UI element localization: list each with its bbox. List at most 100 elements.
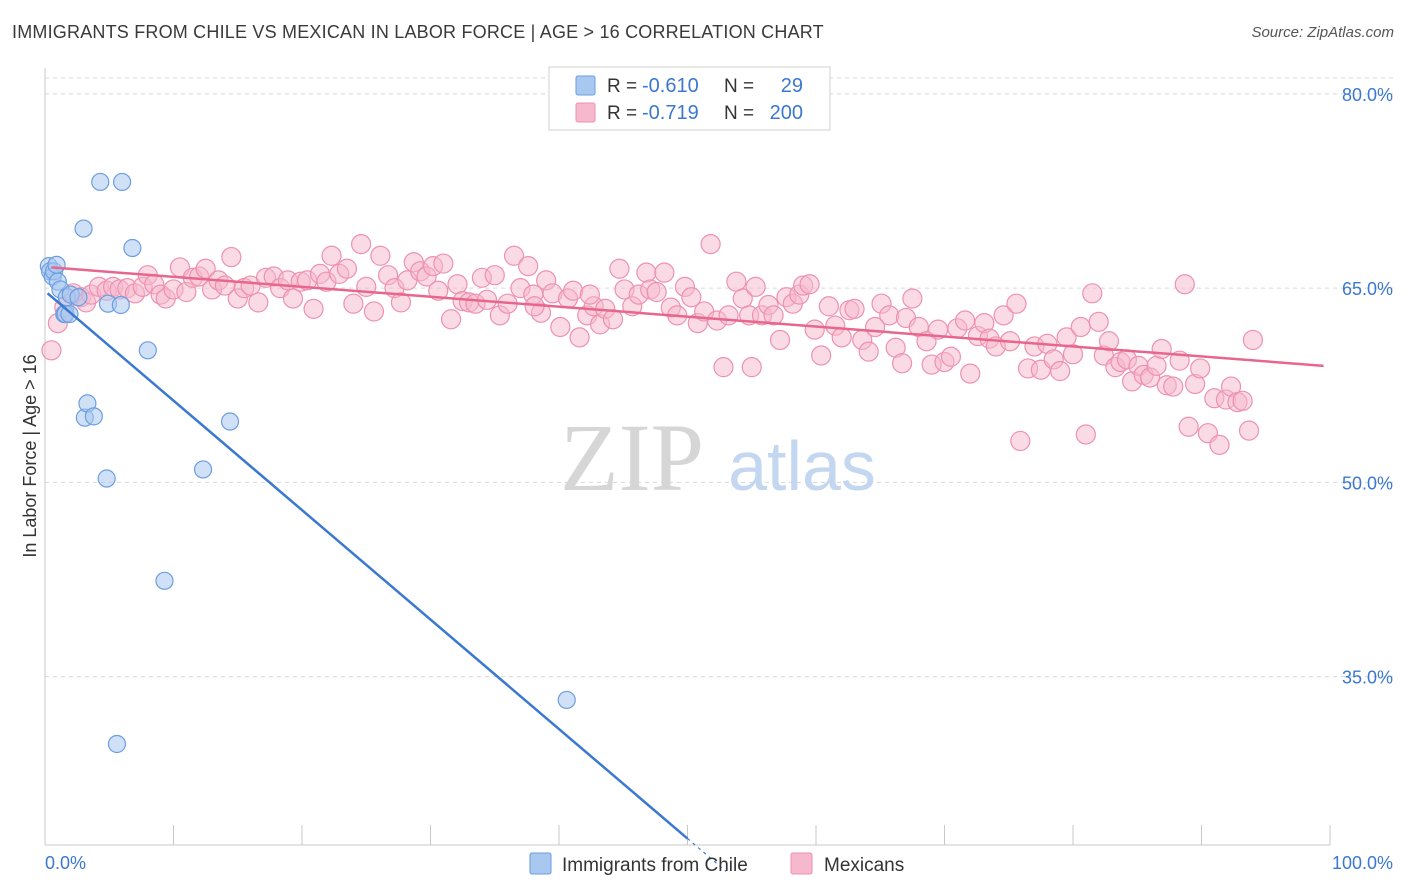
legend-r-value-2: -0.719	[642, 102, 699, 124]
mexicans-point	[844, 298, 865, 319]
chile-point	[155, 571, 174, 590]
mexicans-point	[879, 305, 900, 326]
mexicans-point	[1006, 293, 1027, 314]
mexicans-point	[1082, 283, 1103, 304]
legend-r-label-2: R =	[607, 103, 637, 124]
mexicans-point	[428, 280, 449, 301]
mexicans-point	[954, 310, 976, 331]
chile-point	[91, 172, 110, 192]
chile-point	[107, 734, 127, 754]
mexicans-point	[343, 293, 364, 314]
mexicans-point	[41, 340, 62, 361]
mexicans-trend-line	[51, 266, 1324, 368]
mexicans-point	[1190, 358, 1211, 379]
mexicans-point	[550, 316, 571, 338]
axes	[44, 68, 1331, 846]
chile-point	[123, 238, 142, 258]
mexicans-point	[1209, 434, 1230, 455]
mexicans-point	[769, 329, 791, 351]
y-tick-label: 80.0%	[1342, 85, 1393, 105]
mexicans-point	[1088, 311, 1109, 332]
mexicans-point	[563, 280, 584, 301]
legend-n-value-1: 29	[781, 75, 803, 97]
mexicans-point	[1238, 420, 1260, 441]
mexicans-point	[351, 234, 372, 255]
watermark: ZIP atlas	[560, 404, 876, 511]
chile-point	[69, 288, 88, 307]
mexicans-point	[745, 276, 766, 297]
legend-chile-label: Immigrants from Chile	[562, 855, 748, 876]
legend-mexicans-swatch	[790, 852, 813, 875]
chile-point	[97, 469, 116, 488]
mexicans-point	[370, 245, 391, 266]
mexicans-point	[831, 327, 852, 348]
legend-r-label-1: R =	[607, 76, 637, 97]
mexicans-point	[858, 341, 879, 362]
chart-title: IMMIGRANTS FROM CHILE VS MEXICAN IN LABO…	[12, 22, 824, 42]
mexicans-point	[1232, 390, 1253, 411]
legend-blue-swatch	[575, 75, 596, 96]
x-tick-label-end: 100.0%	[1332, 853, 1393, 873]
legend-stats: R = -0.610 N = 29 R = -0.719 N = 200	[548, 66, 831, 131]
mexicans-point	[1174, 274, 1195, 295]
mexicans-point	[654, 262, 675, 283]
source-credit: Source: ZipAtlas.com	[1251, 24, 1394, 41]
mexicans-point	[811, 345, 832, 366]
legend-stats-box	[548, 66, 831, 131]
mexicans-point	[993, 305, 1014, 326]
mexicans-point	[1151, 338, 1172, 360]
mexicans-point	[646, 281, 667, 303]
mexicans-point	[713, 357, 734, 378]
mexicans-point	[726, 271, 747, 292]
mexicans-point	[1163, 376, 1184, 397]
mexicans-point	[447, 274, 468, 295]
mexicans-point	[1146, 355, 1167, 376]
legend-n-label-2: N =	[724, 103, 754, 124]
mexicans-point	[1050, 360, 1071, 382]
chile-trend-extension	[687, 838, 727, 872]
legend-pink-swatch	[575, 102, 596, 123]
mexicans-point	[1075, 424, 1096, 445]
mexicans-point	[1010, 430, 1031, 452]
mexicans-point	[804, 319, 825, 340]
mexicans-point	[282, 288, 304, 309]
series-chile-points	[39, 172, 576, 754]
mexicans-point	[940, 346, 962, 367]
chile-point	[47, 255, 66, 274]
mexicans-point	[763, 305, 784, 326]
series-mexicans-points	[41, 234, 1264, 455]
mexicans-point	[336, 258, 358, 279]
chile-point	[138, 341, 157, 360]
mexicans-point	[440, 309, 462, 330]
legend-n-label-1: N =	[724, 76, 754, 97]
chile-point	[557, 690, 576, 710]
watermark-zip: ZIP	[560, 404, 704, 511]
legend-r-value-1: -0.610	[642, 75, 699, 97]
mexicans-point	[799, 274, 820, 295]
mexicans-point	[1242, 329, 1264, 351]
mexicans-point	[609, 258, 630, 279]
legend-n-value-2: 200	[770, 102, 803, 124]
y-axis-title: In Labor Force | Age > 16	[20, 354, 40, 557]
mexicans-point	[221, 246, 242, 268]
mexicans-point	[363, 301, 385, 322]
chile-point	[193, 460, 213, 479]
mexicans-point	[1070, 316, 1091, 338]
tick-labels: 80.0% 65.0% 50.0% 35.0% 0.0% 100.0%	[45, 85, 1393, 873]
mexicans-point	[433, 253, 454, 274]
mexicans-point	[1062, 344, 1084, 365]
mexicans-point	[248, 292, 269, 313]
mexicans-point	[321, 245, 342, 266]
legend-chile-swatch	[529, 852, 552, 875]
mexicans-point	[303, 298, 324, 319]
mexicans-point	[579, 284, 600, 305]
y-tick-label: 50.0%	[1342, 473, 1393, 493]
mexicans-point	[390, 292, 412, 313]
mexicans-point	[891, 353, 913, 374]
mexicans-point	[503, 245, 525, 266]
mexicans-point	[518, 256, 539, 277]
mexicans-point	[700, 234, 721, 255]
mexicans-point	[681, 287, 702, 308]
trend-lines	[46, 266, 1324, 872]
